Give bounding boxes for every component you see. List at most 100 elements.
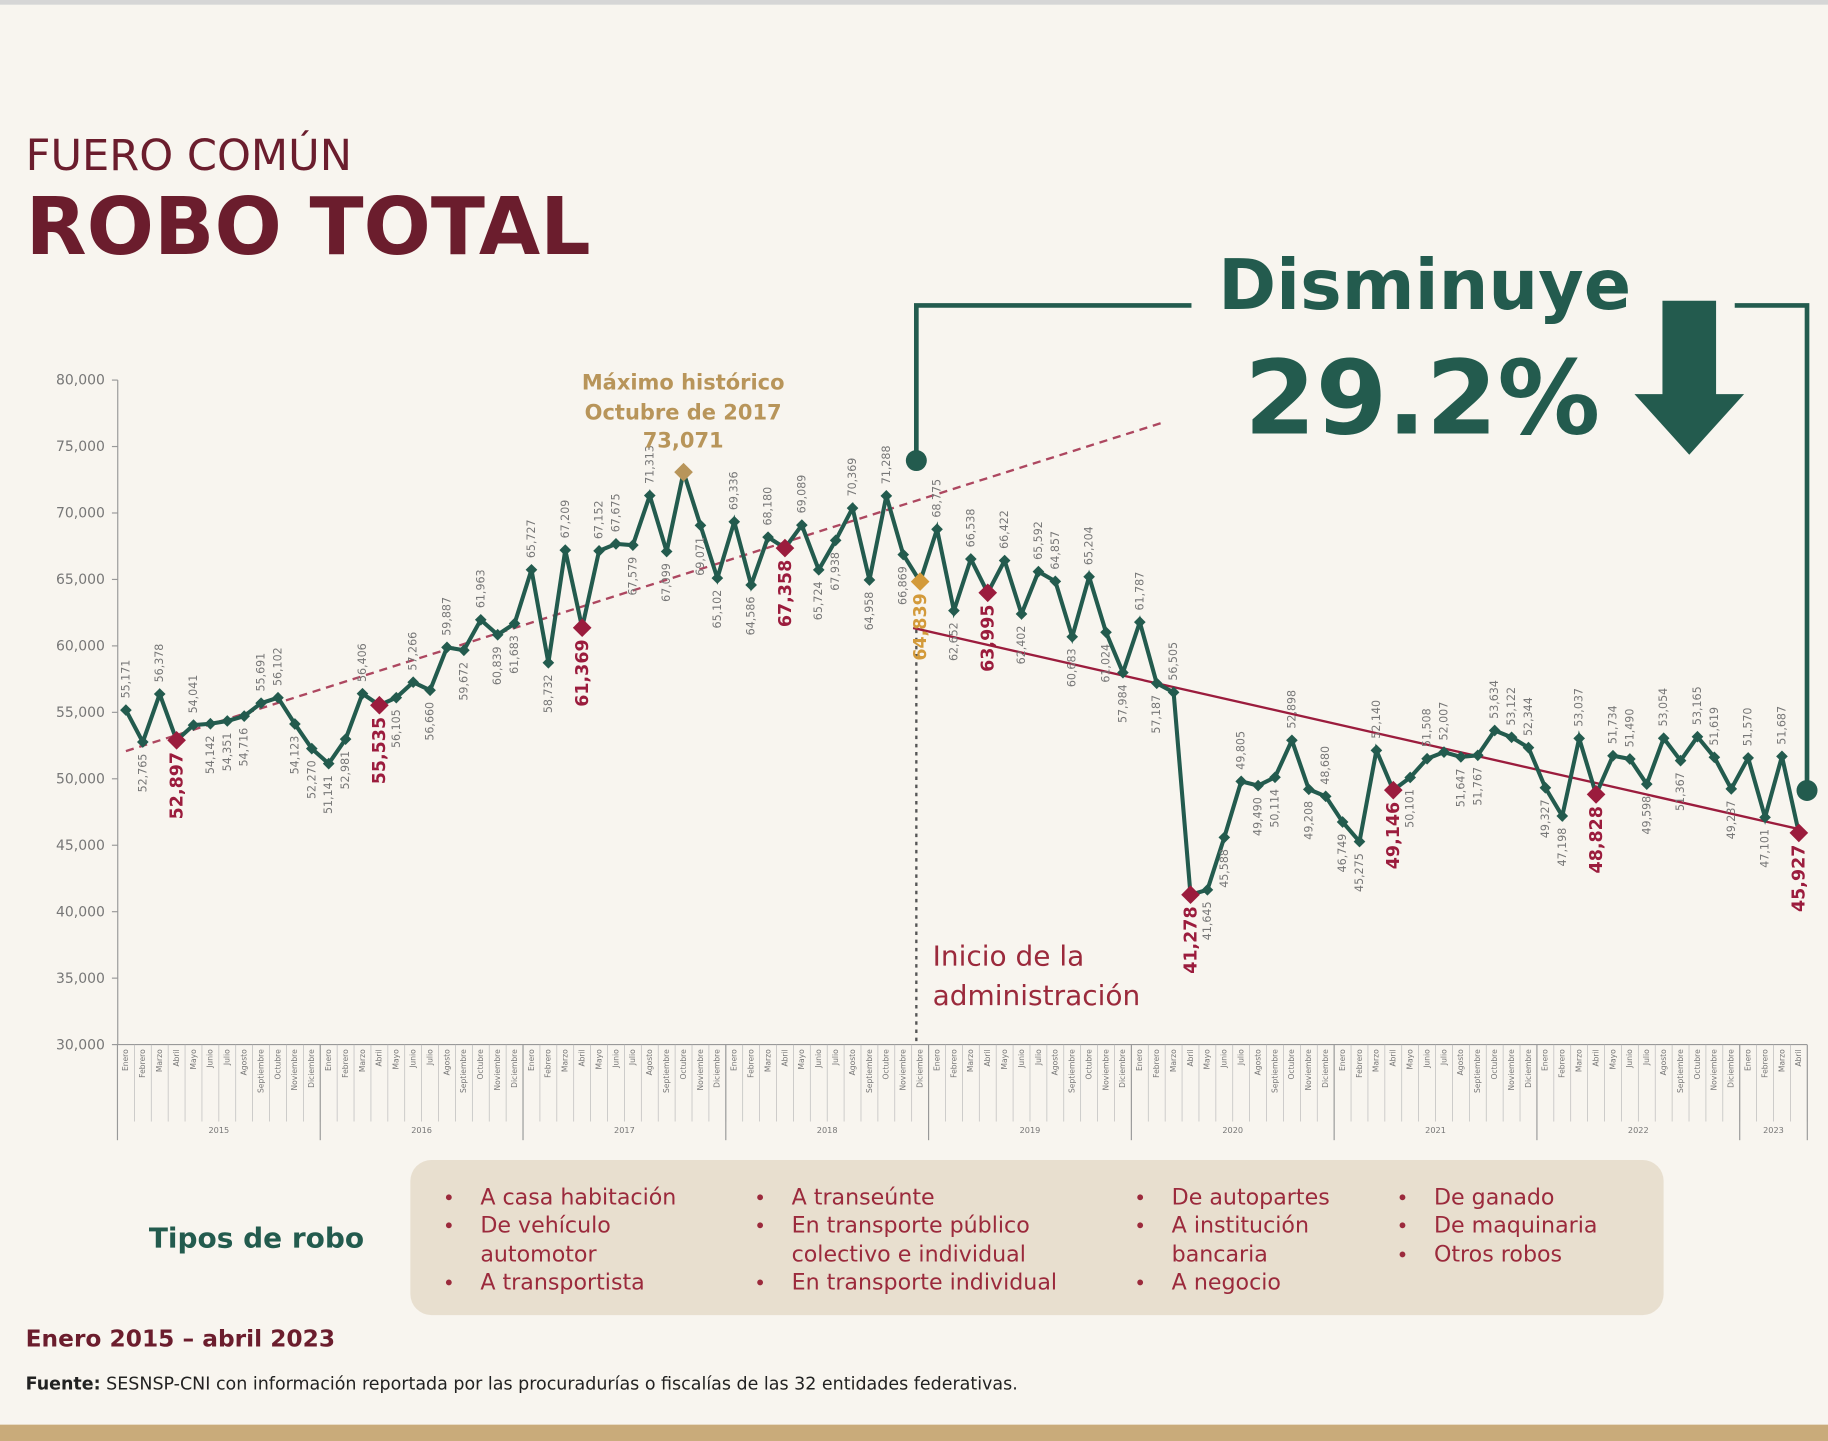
x-tick-label: Septiembre <box>1676 1049 1685 1093</box>
bottom-band <box>0 1425 1828 1441</box>
data-label: 67,152 <box>593 500 606 539</box>
x-tick-label: Diciembre <box>1118 1049 1127 1088</box>
data-label: 53,054 <box>1657 688 1670 727</box>
x-tick-label: Mayo <box>189 1049 198 1070</box>
data-label: 60,839 <box>491 646 504 685</box>
data-label: 66,422 <box>998 510 1011 549</box>
data-label: 68,775 <box>931 479 944 518</box>
data-label: 65,592 <box>1032 521 1045 560</box>
data-label: 67,358 <box>776 560 796 627</box>
kicker: FUERO COMÚN <box>26 130 352 181</box>
x-tick-label: Junio <box>1422 1049 1431 1069</box>
data-label: 51,570 <box>1742 708 1755 747</box>
data-label: 65,724 <box>812 581 825 620</box>
data-label: 49,490 <box>1252 797 1265 836</box>
data-label: 48,828 <box>1587 806 1607 873</box>
y-tick-label: 65,000 <box>56 572 105 588</box>
x-tick-label: Junio <box>206 1049 215 1069</box>
data-label: 67,675 <box>609 494 622 533</box>
y-tick-label: 50,000 <box>56 771 105 787</box>
legend-item: A transeúnte <box>792 1184 935 1210</box>
y-tick-label: 70,000 <box>56 506 105 522</box>
data-label: 56,378 <box>153 644 166 683</box>
bullet <box>757 1194 763 1200</box>
x-tick-label: Enero <box>527 1049 536 1071</box>
x-tick-label: Diciembre <box>1727 1049 1736 1088</box>
data-label: 62,652 <box>947 622 960 661</box>
data-label: 65,102 <box>711 590 724 629</box>
period: Enero 2015 – abril 2023 <box>26 1326 335 1353</box>
data-label: 53,037 <box>1573 688 1586 727</box>
x-tick-label: Noviembre <box>1710 1049 1719 1091</box>
data-label: 51,141 <box>322 775 335 814</box>
data-label: 41,645 <box>1201 901 1214 940</box>
data-label: 51,490 <box>1623 709 1636 748</box>
x-tick-label: Noviembre <box>1101 1049 1110 1091</box>
y-tick-label: 55,000 <box>56 705 105 721</box>
data-label: 41,278 <box>1181 906 1201 973</box>
x-tick-label: Diciembre <box>1321 1049 1330 1088</box>
year-label: 2020 <box>1222 1125 1243 1135</box>
x-tick-label: Julio <box>1642 1049 1651 1066</box>
x-tick-label: Octubre <box>1693 1049 1702 1080</box>
legend-item: De autopartes <box>1172 1184 1330 1210</box>
x-tick-label: Enero <box>730 1049 739 1071</box>
data-label: 45,588 <box>1218 849 1231 888</box>
data-label: 55,171 <box>119 660 132 699</box>
data-label: 59,672 <box>457 662 470 701</box>
data-label: 53,634 <box>1488 680 1501 719</box>
data-label: 61,787 <box>1133 572 1146 611</box>
bullet <box>757 1222 763 1228</box>
x-tick-label: Octubre <box>679 1049 688 1080</box>
x-tick-label: Septiembre <box>662 1049 671 1093</box>
data-label: 54,041 <box>187 675 200 714</box>
legend-item: Otros robos <box>1434 1241 1562 1267</box>
year-label: 2016 <box>411 1125 432 1135</box>
data-label: 50,114 <box>1269 789 1282 828</box>
data-label: 49,598 <box>1640 796 1653 835</box>
legend-item: De vehículo <box>480 1212 611 1238</box>
data-label: 51,508 <box>1421 708 1434 747</box>
data-label: 45,275 <box>1353 853 1366 892</box>
year-label: 2015 <box>208 1125 229 1135</box>
legend-item: A casa habitación <box>480 1184 676 1210</box>
bullet <box>446 1280 452 1286</box>
x-tick-label: Noviembre <box>1304 1049 1313 1091</box>
data-label: 67,579 <box>626 557 639 596</box>
legend-item: En transporte público <box>792 1212 1030 1238</box>
data-label: 49,805 <box>1235 731 1248 770</box>
data-label: 52,898 <box>1285 690 1298 729</box>
x-tick-label: Diciembre <box>1524 1049 1533 1088</box>
data-label: 57,187 <box>1150 695 1163 734</box>
x-tick-label: Febrero <box>949 1049 958 1078</box>
x-tick-label: Marzo <box>561 1049 570 1072</box>
data-label: 52,765 <box>136 754 149 793</box>
year-label: 2017 <box>614 1125 635 1135</box>
x-tick-label: Junio <box>611 1049 620 1069</box>
y-tick-label: 45,000 <box>56 838 105 854</box>
bullet <box>1137 1280 1143 1286</box>
data-label: 56,660 <box>424 702 437 741</box>
x-tick-label: Enero <box>1135 1049 1144 1071</box>
data-label: 54,142 <box>204 735 217 774</box>
x-tick-label: Junio <box>1017 1049 1026 1069</box>
x-tick-label: Febrero <box>1760 1049 1769 1078</box>
bullet <box>1400 1194 1406 1200</box>
x-tick-label: Junio <box>1625 1049 1634 1069</box>
page: FUERO COMÚN ROBO TOTAL Disminuye 29.2% I… <box>0 0 1828 1441</box>
x-tick-label: Junio <box>409 1049 418 1069</box>
x-tick-label: Mayo <box>392 1049 401 1070</box>
legend-item: A transportista <box>480 1269 644 1295</box>
x-tick-label: Abril <box>1591 1049 1600 1066</box>
data-label: 66,869 <box>897 566 910 605</box>
data-label: 53,122 <box>1505 687 1518 726</box>
admin-note: administración <box>933 979 1141 1012</box>
data-label: 67,099 <box>660 563 673 602</box>
x-tick-label: Febrero <box>138 1049 147 1078</box>
data-label: 65,204 <box>1083 526 1096 565</box>
data-label: 45,927 <box>1790 845 1810 912</box>
x-tick-label: Junio <box>814 1049 823 1069</box>
x-tick-label: Noviembre <box>899 1049 908 1091</box>
bullet <box>1137 1194 1143 1200</box>
x-tick-label: Enero <box>1338 1049 1347 1071</box>
